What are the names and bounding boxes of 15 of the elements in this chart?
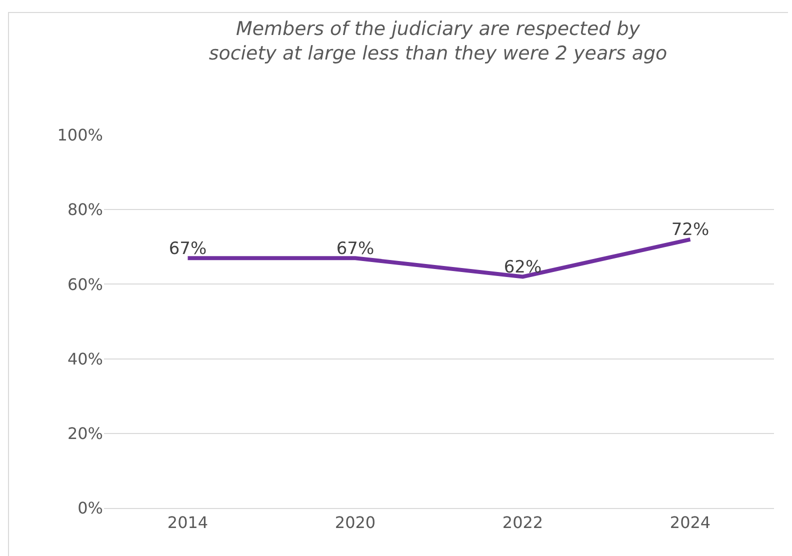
y-tick-label: 40% — [67, 349, 103, 368]
text: 67% — [168, 238, 207, 259]
x-tick-label: 2024 — [670, 513, 711, 532]
text: 67% — [336, 238, 374, 259]
y-tick-label: 0% — [78, 498, 103, 518]
x-tick-label: 2014 — [167, 513, 208, 532]
y-tick-label: 60% — [67, 274, 103, 294]
chart-title: Members of the judiciary are respected by society at large less than they were 2 years ago — [208, 18, 668, 65]
y-tick-label: 100% — [57, 126, 103, 145]
y-tick-label: 20% — [67, 424, 103, 443]
x-tick-label: 2020 — [334, 513, 376, 532]
x-tick-label: 2022 — [502, 513, 544, 532]
y-tick-label: 80% — [67, 200, 103, 220]
text: 62% — [504, 257, 542, 278]
text: 72% — [671, 220, 710, 240]
